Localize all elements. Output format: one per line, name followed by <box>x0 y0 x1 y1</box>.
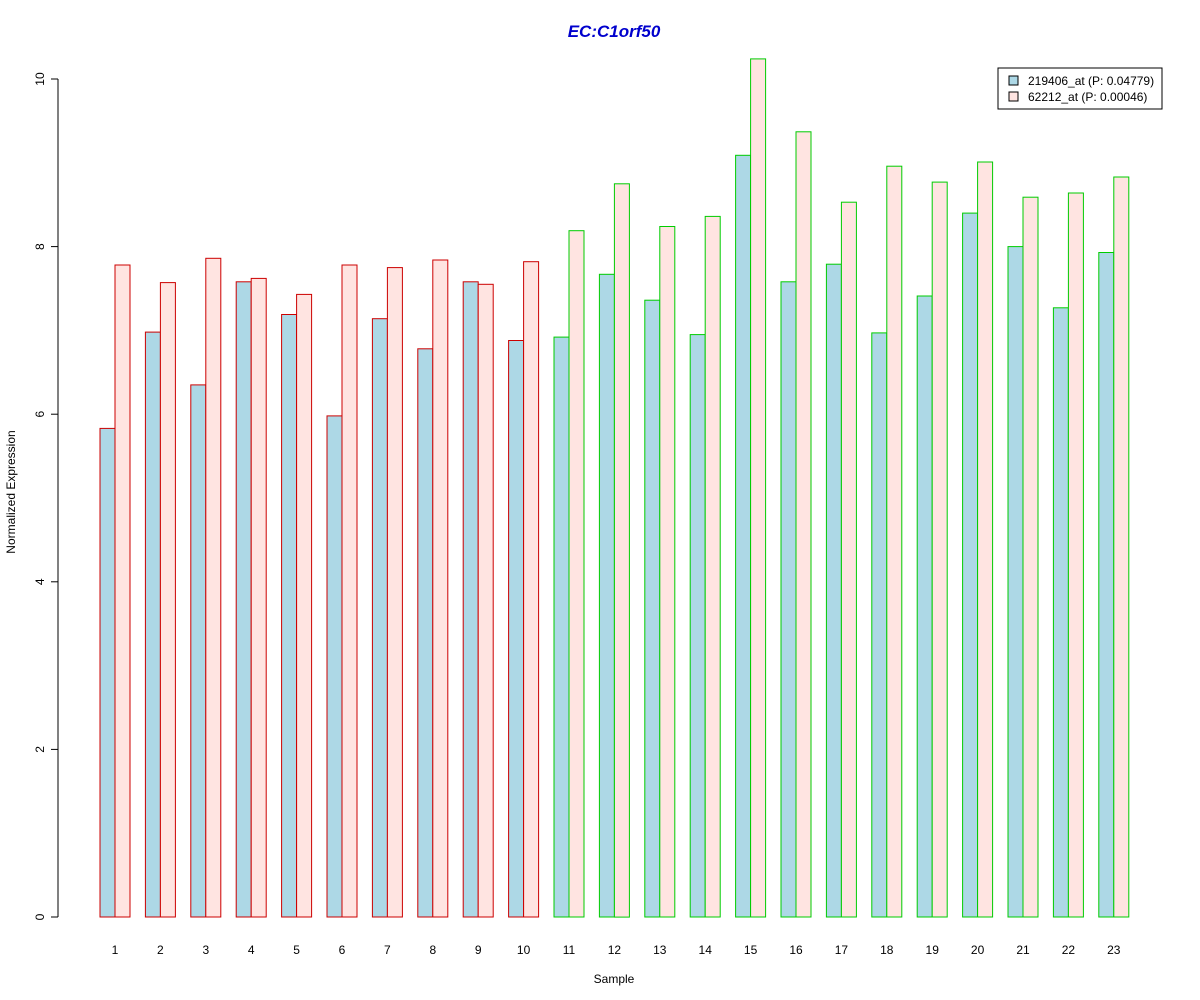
y-tick-label-4: 4 <box>33 578 47 585</box>
x-tick-label-3: 3 <box>202 943 209 957</box>
bar-series-1-sample-18 <box>871 332 888 918</box>
bar-series-1-sample-16 <box>780 281 797 918</box>
bar-series-2-sample-15 <box>750 58 767 918</box>
x-tick-label-9: 9 <box>475 943 482 957</box>
x-tick-label-19: 19 <box>926 943 940 957</box>
bar-series-2-sample-9 <box>477 283 494 918</box>
bar-series-2-sample-19 <box>931 181 948 918</box>
bar-series-2-sample-8 <box>432 259 449 918</box>
bar-series-2-sample-7 <box>386 267 403 918</box>
x-tick-label-15: 15 <box>744 943 758 957</box>
bar-series-2-sample-10 <box>523 261 540 918</box>
legend-box <box>997 67 1163 110</box>
y-tick-label-6: 6 <box>33 411 47 418</box>
bar-series-1-sample-3 <box>190 384 207 918</box>
bar-series-1-sample-23 <box>1098 252 1115 918</box>
bar-series-2-sample-6 <box>341 264 358 918</box>
x-tick-label-11: 11 <box>563 943 576 957</box>
bar-series-1-sample-15 <box>735 154 752 918</box>
legend-entry-series-2: 62212_at (P: 0.00046) <box>1028 90 1147 104</box>
bar-series-2-sample-16 <box>795 131 812 918</box>
bar-series-1-sample-14 <box>689 334 706 918</box>
y-tick-label-10: 10 <box>33 72 47 86</box>
x-axis-label: Sample <box>594 972 635 986</box>
x-tick-label-12: 12 <box>608 943 622 957</box>
bar-series-2-sample-4 <box>250 277 267 918</box>
bar-series-1-sample-10 <box>508 340 525 918</box>
x-tick-label-2: 2 <box>157 943 164 957</box>
x-tick-label-21: 21 <box>1016 943 1030 957</box>
y-axis: 0 2 4 6 8 10 <box>33 72 59 920</box>
x-tick-label-1: 1 <box>112 943 119 957</box>
bar-series-1-sample-11 <box>553 336 570 918</box>
chart-title: EC:C1orf50 <box>568 22 661 41</box>
bar-series-2-sample-2 <box>159 282 176 918</box>
x-tick-label-22: 22 <box>1062 943 1076 957</box>
bar-series-2-sample-23 <box>1113 176 1130 918</box>
legend-swatch-series-1 <box>1008 75 1019 86</box>
bar-series-1-sample-9 <box>462 281 479 918</box>
bar-series-1-sample-20 <box>962 212 979 918</box>
bar-series-1-sample-6 <box>326 415 343 918</box>
bar-series-2-sample-20 <box>977 161 994 918</box>
bar-series-2-sample-14 <box>704 215 721 918</box>
x-tick-label-17: 17 <box>835 943 849 957</box>
legend-entry-series-1: 219406_at (P: 0.04779) <box>1028 74 1154 88</box>
bar-series-1-sample-2 <box>144 331 161 918</box>
bar-series-1-sample-12 <box>598 273 615 918</box>
x-tick-label-23: 23 <box>1107 943 1121 957</box>
bar-series-1-sample-17 <box>825 263 842 918</box>
x-tick-label-16: 16 <box>789 943 803 957</box>
bar-series-2-sample-3 <box>205 257 222 918</box>
y-tick-label-2: 2 <box>33 746 47 753</box>
bars-group <box>99 58 1130 918</box>
x-tick-label-4: 4 <box>248 943 255 957</box>
bar-series-1-sample-19 <box>916 295 933 918</box>
bar-series-2-sample-5 <box>296 293 313 918</box>
x-tick-label-14: 14 <box>699 943 713 957</box>
legend: 219406_at (P: 0.04779) 62212_at (P: 0.00… <box>997 67 1163 110</box>
bar-series-2-sample-18 <box>886 165 903 918</box>
bar-series-2-sample-21 <box>1022 196 1039 918</box>
x-tick-label-5: 5 <box>293 943 300 957</box>
x-tick-label-20: 20 <box>971 943 985 957</box>
bar-series-1-sample-5 <box>281 314 298 918</box>
x-axis: 1 2 3 4 5 6 7 8 9 10 11 12 13 14 15 16 17 18 19 20 21 22 23 <box>112 943 1121 957</box>
x-tick-label-6: 6 <box>339 943 346 957</box>
bar-series-1-sample-7 <box>371 318 388 918</box>
x-tick-label-10: 10 <box>517 943 531 957</box>
bar-series-1-sample-4 <box>235 281 252 918</box>
bar-series-2-sample-13 <box>659 226 676 918</box>
bar-series-2-sample-11 <box>568 230 585 918</box>
bar-series-1-sample-1 <box>99 427 116 918</box>
bar-series-1-sample-8 <box>417 348 434 918</box>
bar-series-2-sample-12 <box>613 183 630 918</box>
legend-swatch-series-2 <box>1008 91 1019 102</box>
bar-series-1-sample-13 <box>644 299 661 918</box>
bar-series-2-sample-22 <box>1067 192 1084 918</box>
y-axis-label: Normalized Expression <box>4 430 18 553</box>
x-tick-label-7: 7 <box>384 943 391 957</box>
y-tick-label-8: 8 <box>33 243 47 250</box>
bar-series-1-sample-22 <box>1052 307 1069 918</box>
bar-series-1-sample-21 <box>1007 246 1024 918</box>
x-tick-label-8: 8 <box>429 943 436 957</box>
bar-series-2-sample-1 <box>114 264 131 918</box>
x-tick-label-18: 18 <box>880 943 894 957</box>
y-tick-label-0: 0 <box>33 913 47 920</box>
bar-series-2-sample-17 <box>840 201 857 918</box>
x-tick-label-13: 13 <box>653 943 667 957</box>
